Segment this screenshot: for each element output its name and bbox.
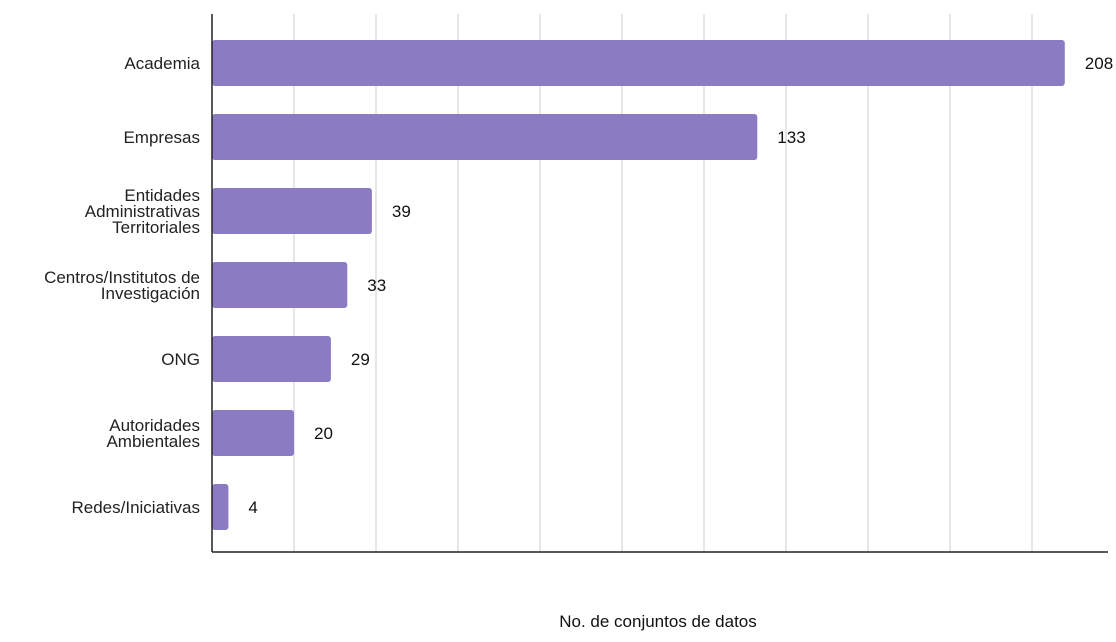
data-label: 39	[392, 202, 411, 221]
bar	[212, 40, 1065, 86]
bar	[212, 188, 372, 234]
bar	[212, 262, 347, 308]
gridlines	[294, 14, 1032, 552]
category-label-line: Empresas	[123, 128, 200, 147]
category-label: ONG	[161, 350, 200, 369]
bar	[212, 410, 294, 456]
category-label-line: Territoriales	[112, 218, 200, 237]
data-label: 133	[777, 128, 805, 147]
bar	[212, 484, 228, 530]
category-label-line: ONG	[161, 350, 200, 369]
x-axis-title: No. de conjuntos de datos	[0, 612, 1116, 632]
category-label-line: Academia	[124, 54, 200, 73]
category-label-line: Investigación	[101, 284, 200, 303]
category-label-line: Ambientales	[106, 432, 200, 451]
bar	[212, 114, 757, 160]
category-label: Autoridades Ambientales	[106, 416, 200, 451]
category-label: Centros/Institutos de Investigación	[44, 268, 200, 303]
category-label: Redes/Iniciativas	[71, 498, 200, 517]
category-label: Entidades Administrativas Territoriales	[85, 186, 200, 237]
data-label: 4	[248, 498, 257, 517]
data-label: 29	[351, 350, 370, 369]
category-label: Empresas	[123, 128, 200, 147]
bars	[212, 40, 1065, 530]
category-label: Academia	[124, 54, 200, 73]
data-label: 33	[367, 276, 386, 295]
data-label: 20	[314, 424, 333, 443]
category-label-line: Redes/Iniciativas	[71, 498, 200, 517]
category-labels: Academia Empresas Entidades Administrativas…	[44, 54, 200, 517]
data-label: 208	[1085, 54, 1113, 73]
bar	[212, 336, 331, 382]
